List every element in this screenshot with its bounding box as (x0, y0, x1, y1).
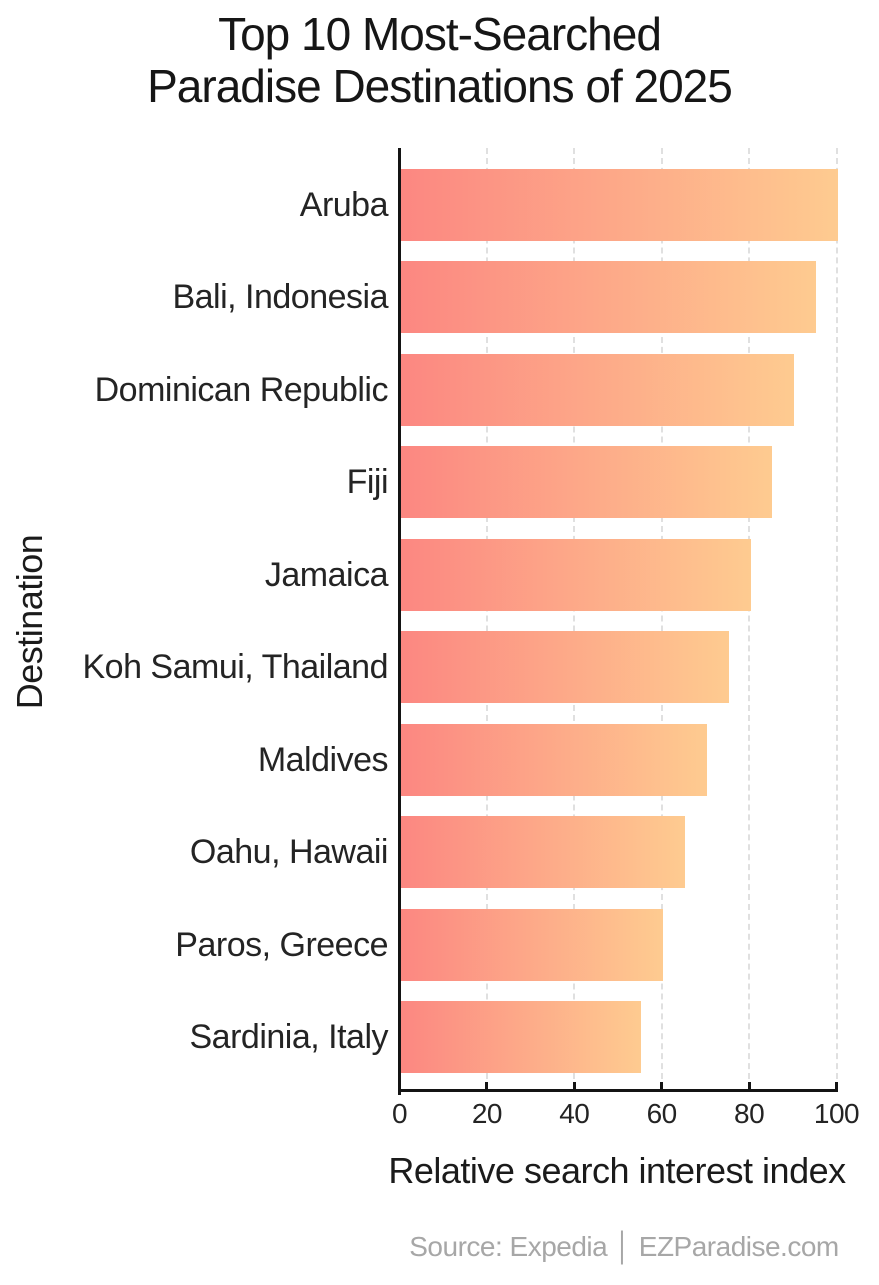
source-caption: Source: Expedia │ EZParadise.com (409, 1231, 839, 1262)
x-tick-label-0: 0 (391, 1098, 408, 1129)
plot-area (398, 148, 860, 1095)
category-label-jamaica: Jamaica (264, 555, 389, 594)
category-label-oahu-hawaii: Oahu, Hawaii (189, 833, 389, 872)
category-label-aruba: Aruba (299, 186, 389, 224)
bar-koh-samui-thailand (401, 631, 729, 704)
x-tick-labels: 0 20 40 60 80 100 (392, 1098, 860, 1132)
x-tick-label-60: 60 (646, 1098, 678, 1129)
x-tick-60 (660, 1082, 664, 1089)
category-label-sardinia-italy: Sardinia, Italy (189, 1017, 389, 1056)
gridline-x-40 (573, 148, 576, 1089)
x-tick-label-40: 40 (559, 1098, 590, 1129)
y-axis-line (398, 148, 401, 1095)
x-tick-100 (835, 1082, 838, 1089)
x-axis-line (398, 1089, 838, 1092)
chart-title: Top 10 Most-Searched Paradise Destinatio… (147, 8, 733, 112)
x-tick-40 (572, 1082, 576, 1089)
x-axis-title: Relative search interest index (388, 1150, 846, 1191)
category-label-bali-indonesia: Bali, Indonesia (172, 278, 388, 317)
category-label-koh-samui-thailand: Koh Samui, Thailand (82, 648, 388, 687)
x-tick-20 (485, 1082, 489, 1089)
x-tick-label-80: 80 (734, 1098, 765, 1129)
gridline-x-100 (835, 148, 838, 1089)
category-label-maldives: Maldives (257, 740, 389, 779)
bar-bali-indonesia (401, 261, 817, 334)
gridline-x-20 (485, 148, 488, 1089)
x-tick-label-100: 100 (813, 1098, 860, 1129)
bar-aruba (401, 169, 838, 241)
x-tick-0 (398, 1082, 401, 1089)
category-label-fiji: Fiji (346, 463, 389, 502)
category-labels: Aruba Bali, Indonesia Dominican Republic Fi… (0, 148, 388, 1092)
x-tick-80 (747, 1082, 751, 1089)
bar-dominican-republic (401, 353, 795, 426)
bar-sardinia-italy (401, 1000, 642, 1073)
bar-fiji (401, 446, 773, 519)
bar-oahu-hawaii (401, 816, 686, 889)
bar-paros-greece (401, 908, 664, 981)
gridline-x-60 (660, 148, 663, 1089)
bar-maldives (401, 723, 707, 796)
category-label-paros-greece: Paros, Greece (175, 925, 388, 964)
gridline-x-80 (748, 148, 751, 1089)
bar-jamaica (401, 538, 751, 611)
x-tick-label-20: 20 (471, 1098, 503, 1129)
category-label-dominican-republic: Dominican Republic (94, 370, 389, 409)
